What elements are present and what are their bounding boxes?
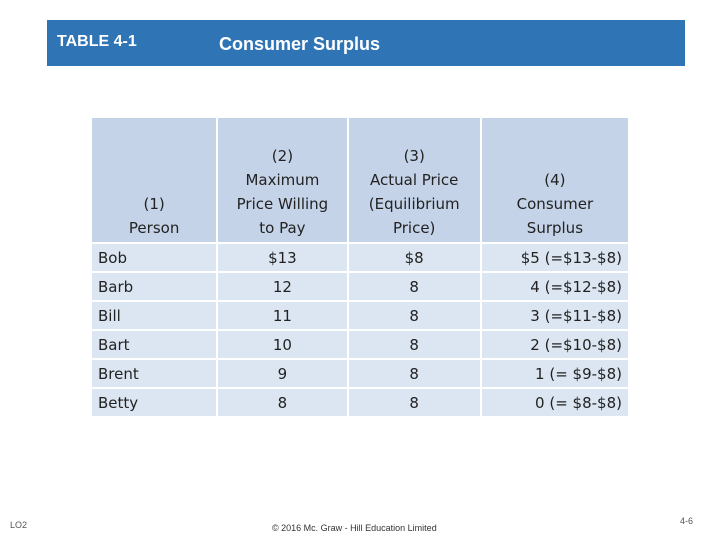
cell-max-price: 8 xyxy=(216,387,349,418)
cell-actual-price: 8 xyxy=(346,329,482,360)
cell-person: Brent xyxy=(89,358,219,389)
cell-actual-price: 8 xyxy=(346,300,482,331)
table-row: Brent 9 8 1 (= $9-$8) xyxy=(89,358,631,389)
cell-max-price: 12 xyxy=(216,271,349,302)
header-line: (1) xyxy=(143,195,165,213)
cell-surplus: $5 (=$13-$8) xyxy=(479,242,631,273)
cell-surplus: 4 (=$12-$8) xyxy=(479,271,631,302)
page-title: Consumer Surplus xyxy=(219,34,381,54)
header-line: to Pay xyxy=(259,219,306,237)
cell-person: Barb xyxy=(89,271,219,302)
cell-actual-price: 8 xyxy=(346,358,482,389)
header-line: (Equilibrium xyxy=(368,195,460,213)
consumer-surplus-table: (1) Person (2) Maximum Price Willing to … xyxy=(89,116,631,418)
header-max-price: (2) Maximum Price Willing to Pay xyxy=(216,116,349,244)
cell-surplus: 2 (=$10-$8) xyxy=(479,329,631,360)
header-consumer-surplus: (4) Consumer Surplus xyxy=(479,116,631,244)
title-bar: TABLE 4-1 Consumer Surplus xyxy=(47,20,685,66)
cell-max-price: 10 xyxy=(216,329,349,360)
cell-surplus: 3 (=$11-$8) xyxy=(479,300,631,331)
cell-person: Betty xyxy=(89,387,219,418)
header-line: (2) xyxy=(271,147,294,165)
table-row: Barb 12 8 4 (=$12-$8) xyxy=(89,271,631,302)
header-actual-price: (3) Actual Price (Equilibrium Price) xyxy=(346,116,482,244)
header-line: Price) xyxy=(392,219,436,237)
header-line: (3) xyxy=(403,147,425,165)
cell-person: Bob xyxy=(89,242,219,273)
header-line: Surplus xyxy=(526,219,584,237)
header-line: Maximum xyxy=(245,171,320,189)
cell-actual-price: 8 xyxy=(346,271,482,302)
learning-objective-label: LO2 xyxy=(10,520,28,530)
cell-actual-price: 8 xyxy=(346,387,482,418)
cell-max-price: 9 xyxy=(216,358,349,389)
header-line: Consumer xyxy=(516,195,594,213)
table-row: Bob $13 $8 $5 (=$13-$8) xyxy=(89,242,631,273)
header-line: Actual Price xyxy=(370,171,459,189)
cell-person: Bart xyxy=(89,329,219,360)
copyright-notice: © 2016 Mc. Graw - Hill Education Limited xyxy=(272,523,437,533)
header-person: (1) Person xyxy=(89,116,219,244)
header-line: (4) xyxy=(544,171,566,189)
cell-max-price: $13 xyxy=(216,242,349,273)
page-number: 4-6 xyxy=(680,516,694,526)
table-row: Bill 11 8 3 (=$11-$8) xyxy=(89,300,631,331)
table-label: TABLE 4-1 xyxy=(57,33,137,50)
header-line: Person xyxy=(128,219,180,237)
cell-max-price: 11 xyxy=(216,300,349,331)
cell-surplus: 1 (= $9-$8) xyxy=(479,358,631,389)
cell-person: Bill xyxy=(89,300,219,331)
cell-surplus: 0 (= $8-$8) xyxy=(479,387,631,418)
table-row: Betty 8 8 0 (= $8-$8) xyxy=(89,387,631,418)
table-header-row: (1) Person (2) Maximum Price Willing to … xyxy=(89,116,631,244)
header-line: Price Willing xyxy=(236,195,329,213)
table-row: Bart 10 8 2 (=$10-$8) xyxy=(89,329,631,360)
cell-actual-price: $8 xyxy=(346,242,482,273)
